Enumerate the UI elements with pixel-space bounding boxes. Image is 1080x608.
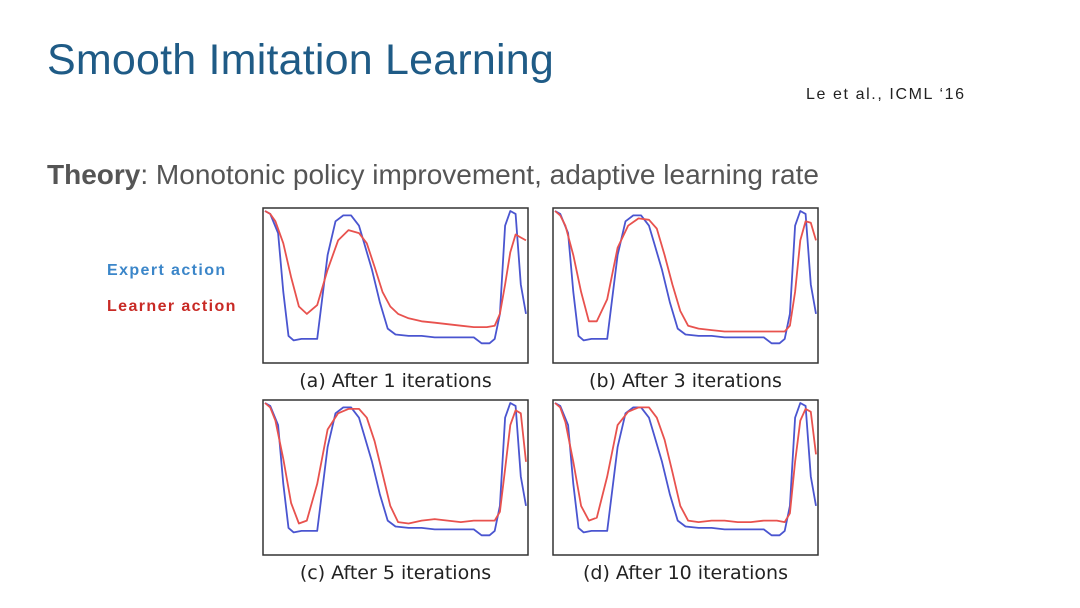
expert-action-line xyxy=(264,210,527,345)
chart-caption: (d) After 10 iterations xyxy=(583,562,788,584)
chart-grid: (a) After 1 iterations (b) After 3 iterat… xyxy=(255,200,835,595)
learner-action-line xyxy=(554,402,817,524)
theory-text: : Monotonic policy improvement, adaptive… xyxy=(140,159,819,190)
legend-learner-label: Learner action xyxy=(107,298,237,315)
expert-action-line xyxy=(554,402,817,537)
slide-title: Smooth Imitation Learning xyxy=(47,36,554,84)
chart-panel-3: (c) After 5 iterations xyxy=(262,399,529,584)
theory-line: Theory: Monotonic policy improvement, ad… xyxy=(47,159,819,191)
chart-caption: (b) After 3 iterations xyxy=(589,370,782,392)
chart-caption: (c) After 5 iterations xyxy=(300,562,491,584)
theory-label: Theory xyxy=(47,159,141,190)
legend-expert-label: Expert action xyxy=(107,262,227,279)
chart-panel-2: (b) After 3 iterations xyxy=(552,207,819,392)
chart-panel-1: (a) After 1 iterations xyxy=(262,207,529,392)
expert-action-line xyxy=(554,210,817,345)
chart-frame xyxy=(552,207,819,364)
chart-caption: (a) After 1 iterations xyxy=(299,370,491,392)
learner-action-line xyxy=(554,210,817,333)
citation: Le et al., ICML ‘16 xyxy=(806,86,966,103)
chart-frame xyxy=(262,399,529,556)
chart-frame xyxy=(262,207,529,364)
chart-frame xyxy=(552,399,819,556)
chart-panel-4: (d) After 10 iterations xyxy=(552,399,819,584)
legend-learner: Learner action xyxy=(107,298,237,316)
learner-action-line xyxy=(264,402,527,525)
legend-expert: Expert action xyxy=(107,262,227,280)
chart-grid-svg: (a) After 1 iterations (b) After 3 iterat… xyxy=(262,207,819,584)
learner-action-line xyxy=(264,210,527,328)
